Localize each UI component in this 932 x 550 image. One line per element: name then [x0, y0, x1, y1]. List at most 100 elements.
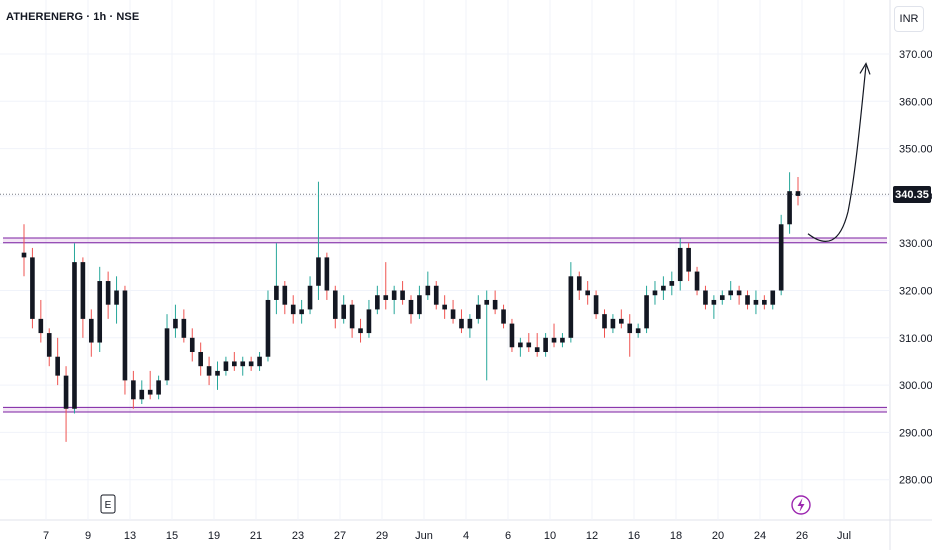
candlestick-series: [21, 172, 801, 442]
time-tick-label: 16: [628, 530, 640, 542]
candle-body: [265, 299, 271, 357]
candle-body: [88, 318, 94, 343]
candle: [97, 266, 103, 352]
price-tick-label: 300.00: [899, 380, 932, 392]
candle: [156, 375, 161, 400]
earnings-marker-box: [100, 494, 116, 514]
time-tick-label: 18: [670, 530, 682, 542]
candle-body: [21, 252, 27, 258]
candle-body: [652, 290, 658, 296]
candle-body: [274, 285, 279, 300]
time-tick-label: 10: [544, 530, 556, 542]
candle: [324, 252, 330, 300]
candle: [206, 356, 212, 386]
candle-body: [164, 328, 170, 381]
candle-body: [694, 271, 700, 291]
candle: [46, 328, 52, 367]
candle: [703, 285, 708, 310]
candle: [526, 333, 532, 352]
candle-body: [299, 309, 304, 315]
arrow-up-curve-icon: [807, 65, 867, 242]
earnings-marker[interactable]: E: [100, 494, 116, 514]
candle: [770, 290, 776, 310]
candle: [593, 290, 599, 319]
candle-body: [501, 309, 506, 324]
price-zones: [3, 237, 887, 413]
candle-body: [518, 342, 523, 348]
candle-body: [215, 370, 220, 376]
candle: [669, 271, 675, 296]
flash-icon[interactable]: [791, 495, 811, 515]
time-tick-label: 9: [85, 530, 91, 542]
candle: [30, 247, 35, 329]
candle: [728, 281, 734, 300]
time-tick-label: 20: [712, 530, 724, 542]
time-tick-label: 26: [796, 530, 808, 542]
time-tick-label: 15: [166, 530, 178, 542]
candle-body: [358, 328, 363, 334]
candle-body: [669, 281, 675, 286]
time-tick-label: Jul: [837, 530, 851, 542]
time-tick-label: 13: [124, 530, 136, 542]
candle-body: [38, 318, 44, 334]
candle-body: [139, 389, 145, 400]
candle: [391, 285, 397, 315]
time-tick-label: 12: [586, 530, 598, 542]
candle-body: [551, 337, 557, 343]
time-axis[interactable]: 7 9 13 15 19 21 23 27 29 Jun 4 6 10 12 16 18 20 24 26 Jul: [43, 530, 851, 542]
candle: [38, 299, 44, 343]
candle-body: [644, 295, 649, 329]
candle: [408, 295, 414, 324]
candle: [257, 351, 262, 371]
candle-body: [122, 290, 128, 381]
candle-body: [316, 257, 321, 286]
candle: [425, 271, 431, 300]
arrow-head: [859, 62, 871, 75]
candle: [433, 281, 439, 310]
candle: [131, 370, 136, 409]
candle-body: [509, 323, 515, 348]
candle-body: [383, 295, 389, 300]
price-tick-label: 280.00: [899, 475, 932, 487]
candle: [349, 299, 355, 338]
candle: [560, 333, 565, 348]
price-tick-label: 360.00: [899, 96, 932, 108]
candle-body: [442, 304, 447, 310]
candle: [745, 290, 750, 310]
candle-body: [459, 318, 464, 329]
candle: [366, 299, 372, 338]
candle: [88, 309, 94, 357]
candle-body: [417, 295, 422, 315]
candle-body: [349, 304, 355, 329]
currency-button[interactable]: INR: [894, 6, 924, 32]
candle: [223, 356, 229, 376]
candle: [181, 309, 187, 343]
candle: [417, 285, 422, 319]
candle: [644, 285, 649, 334]
candle-body: [703, 290, 708, 305]
candle: [139, 380, 145, 405]
candle-body: [475, 304, 481, 319]
candle: [232, 351, 237, 371]
candle-body: [290, 304, 296, 315]
candle-body: [635, 328, 641, 334]
price-axis[interactable]: 280.00290.00300.00310.00320.00330.00340.…: [899, 49, 932, 487]
time-tick-label: 6: [505, 530, 511, 542]
candle: [619, 309, 624, 329]
candle: [375, 285, 380, 315]
candle: [534, 333, 540, 357]
candle-body: [484, 299, 490, 305]
candle-body: [80, 262, 86, 319]
candle: [787, 172, 792, 234]
candle-body: [568, 276, 574, 338]
candle: [341, 295, 347, 324]
candle: [518, 337, 523, 357]
candle: [299, 299, 304, 324]
candle-body: [778, 224, 784, 291]
candle-body: [467, 318, 473, 329]
candle-body: [602, 314, 607, 329]
candle: [762, 295, 767, 310]
candle: [72, 243, 77, 414]
candle: [450, 299, 456, 324]
